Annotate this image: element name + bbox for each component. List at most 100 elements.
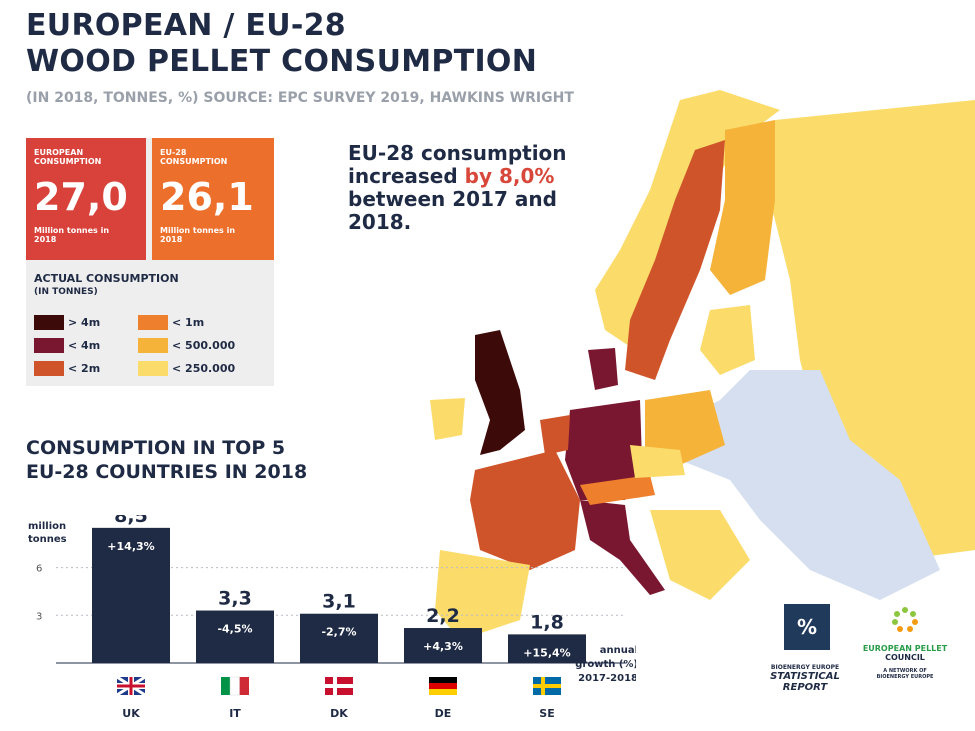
- top5-title: CONSUMPTION IN TOP 5 EU-28 COUNTRIES IN …: [26, 436, 307, 484]
- epc-line-3: A NETWORK OF: [883, 668, 927, 674]
- legend-label: > 4m: [68, 316, 101, 329]
- x-tick-label: DE: [435, 707, 452, 720]
- de-flag-icon: [429, 683, 457, 689]
- x-tick-label: IT: [229, 707, 241, 720]
- kpi-eu28: EU-28 CONSUMPTION 26,1 Million tonnes in…: [152, 138, 274, 260]
- increase-line-1: EU-28 consumption: [348, 141, 567, 165]
- legend-label: < 500.000: [172, 339, 236, 352]
- y-tick-label: 6: [36, 564, 42, 575]
- map-region-poland: [645, 390, 725, 465]
- legend-swatch: [138, 315, 168, 330]
- x-tick-label: UK: [122, 707, 140, 720]
- dk-flag-cross: [325, 684, 353, 688]
- epc-line-2: COUNCIL: [885, 653, 925, 662]
- growth-note-line-1: annual: [600, 645, 636, 656]
- increase-highlight: by 8,0%: [464, 164, 555, 188]
- kpi-european-value: 27,0: [34, 175, 128, 219]
- bar-value-label: 3,1: [322, 591, 356, 613]
- pellet-council-icon: [892, 607, 918, 632]
- bioenergy-line-3: REPORT: [782, 682, 828, 693]
- kpi-eu28-label: EU-28 CONSUMPTION: [160, 148, 228, 166]
- legend-swatch: [138, 338, 168, 353]
- summary-panel: EUROPEAN CONSUMPTION 27,0 Million tonnes…: [26, 138, 274, 386]
- growth-note-line-2: growth (%): [575, 659, 636, 670]
- map-region-russia: [770, 100, 975, 560]
- map-region-baltics: [700, 305, 755, 375]
- map-region-germany: [565, 400, 642, 500]
- increase-line-2: increased by 8,0%: [348, 165, 608, 188]
- subtitle: (IN 2018, TONNES, %) SOURCE: EPC SURVEY …: [26, 90, 574, 106]
- bar-value-label: 8,5: [114, 515, 148, 527]
- de-flag-icon: [429, 689, 457, 695]
- legend-subtitle: (IN TONNES): [34, 287, 98, 297]
- legend-item: > 4m: [34, 315, 100, 330]
- map-region-ireland: [430, 398, 465, 440]
- map-region-france: [470, 450, 580, 570]
- increase-line-2-pre: increased: [348, 164, 465, 188]
- kpi-eu28-value: 26,1: [160, 175, 254, 219]
- map-region-balkans: [650, 510, 750, 600]
- bar-growth-label: -4,5%: [217, 623, 252, 636]
- increase-line-4: 2018.: [348, 210, 412, 234]
- legend-title: ACTUAL CONSUMPTION: [34, 272, 179, 285]
- map-region-austria: [580, 475, 655, 505]
- europe-map: [430, 90, 975, 640]
- legend-item: < 4m: [34, 338, 100, 353]
- legend-label: < 2m: [68, 362, 101, 375]
- bioenergy-europe-logo: % BIOENERGY EUROPE STATISTICAL REPORT: [760, 600, 850, 710]
- increase-line-3: between 2017 and: [348, 187, 557, 211]
- y-tick-label: 3: [36, 611, 42, 622]
- legend-label: < 4m: [68, 339, 101, 352]
- bar-growth-label: +4,3%: [423, 640, 463, 653]
- legend-item: < 2m: [34, 361, 100, 376]
- map-region-uk: [475, 330, 525, 455]
- uk-flag-cross: [117, 684, 145, 688]
- legend-swatch: [34, 315, 64, 330]
- page-title: EUROPEAN / EU-28 WOOD PELLET CONSUMPTION: [26, 8, 537, 80]
- map-region-finland: [710, 120, 775, 295]
- bar-uk: [92, 527, 170, 663]
- kpi-european: EUROPEAN CONSUMPTION 27,0 Million tonnes…: [26, 138, 146, 260]
- map-region-sweden: [625, 140, 725, 380]
- legend-label: < 250.000: [172, 362, 236, 375]
- map-region-italy: [580, 500, 665, 595]
- x-tick-label: SE: [539, 707, 554, 720]
- epc-line-1: EUROPEAN PELLET: [862, 644, 948, 653]
- kpi-eu28-unit: Million tonnes in 2018: [160, 226, 236, 244]
- y-axis-label-line-2: tonnes: [28, 534, 67, 545]
- bar-growth-label: -2,7%: [321, 626, 356, 639]
- top5-bar-chart: million tonnes 3 6 8,5 +14,3% UK 3,3 -4,5% IT 3,1 -…: [28, 515, 636, 720]
- title-line-2: WOOD PELLET CONSUMPTION: [26, 44, 538, 79]
- epc-line-4: BIOENERGY EUROPE: [876, 674, 934, 680]
- map-region-nonreporting: [680, 370, 940, 600]
- map-region-denmark: [588, 348, 618, 390]
- svg-text:%: %: [797, 615, 817, 639]
- bioenergy-line-1: BIOENERGY EUROPE: [770, 664, 840, 671]
- bar-value-label: 1,8: [530, 611, 564, 633]
- legend-swatch: [138, 361, 168, 376]
- map-region-spain: [435, 550, 530, 640]
- top5-title-line-2: EU-28 COUNTRIES IN 2018: [26, 461, 308, 483]
- bar-it: [196, 610, 274, 663]
- map-region-czech: [630, 445, 685, 478]
- legend-label: < 1m: [172, 316, 205, 329]
- kpi-european-unit: Million tonnes in 2018: [34, 226, 110, 244]
- it-flag-icon: [239, 677, 249, 695]
- bar-growth-label: +14,3%: [107, 540, 154, 553]
- bar-dk: [300, 613, 378, 663]
- map-region-benelux: [540, 415, 570, 455]
- it-flag-icon: [229, 676, 241, 696]
- increase-statement: EU-28 consumption increased by 8,0% betw…: [348, 142, 608, 234]
- bar-se: [508, 634, 586, 663]
- legend-swatch: [34, 338, 64, 353]
- it-flag-icon: [221, 677, 231, 695]
- se-flag-cross: [533, 684, 561, 688]
- x-tick-label: DK: [330, 707, 348, 720]
- legend-swatch: [34, 361, 64, 376]
- bar-growth-label: +15,4%: [523, 646, 570, 659]
- de-flag-icon: [429, 677, 457, 683]
- bioenergy-line-2: STATISTICAL: [770, 671, 840, 682]
- european-pellet-council-logo: EUROPEAN PELLET COUNCIL A NETWORK OF BIO…: [855, 600, 955, 710]
- legend-item: < 500.000: [138, 338, 235, 353]
- top5-title-line-1: CONSUMPTION IN TOP 5: [26, 437, 286, 459]
